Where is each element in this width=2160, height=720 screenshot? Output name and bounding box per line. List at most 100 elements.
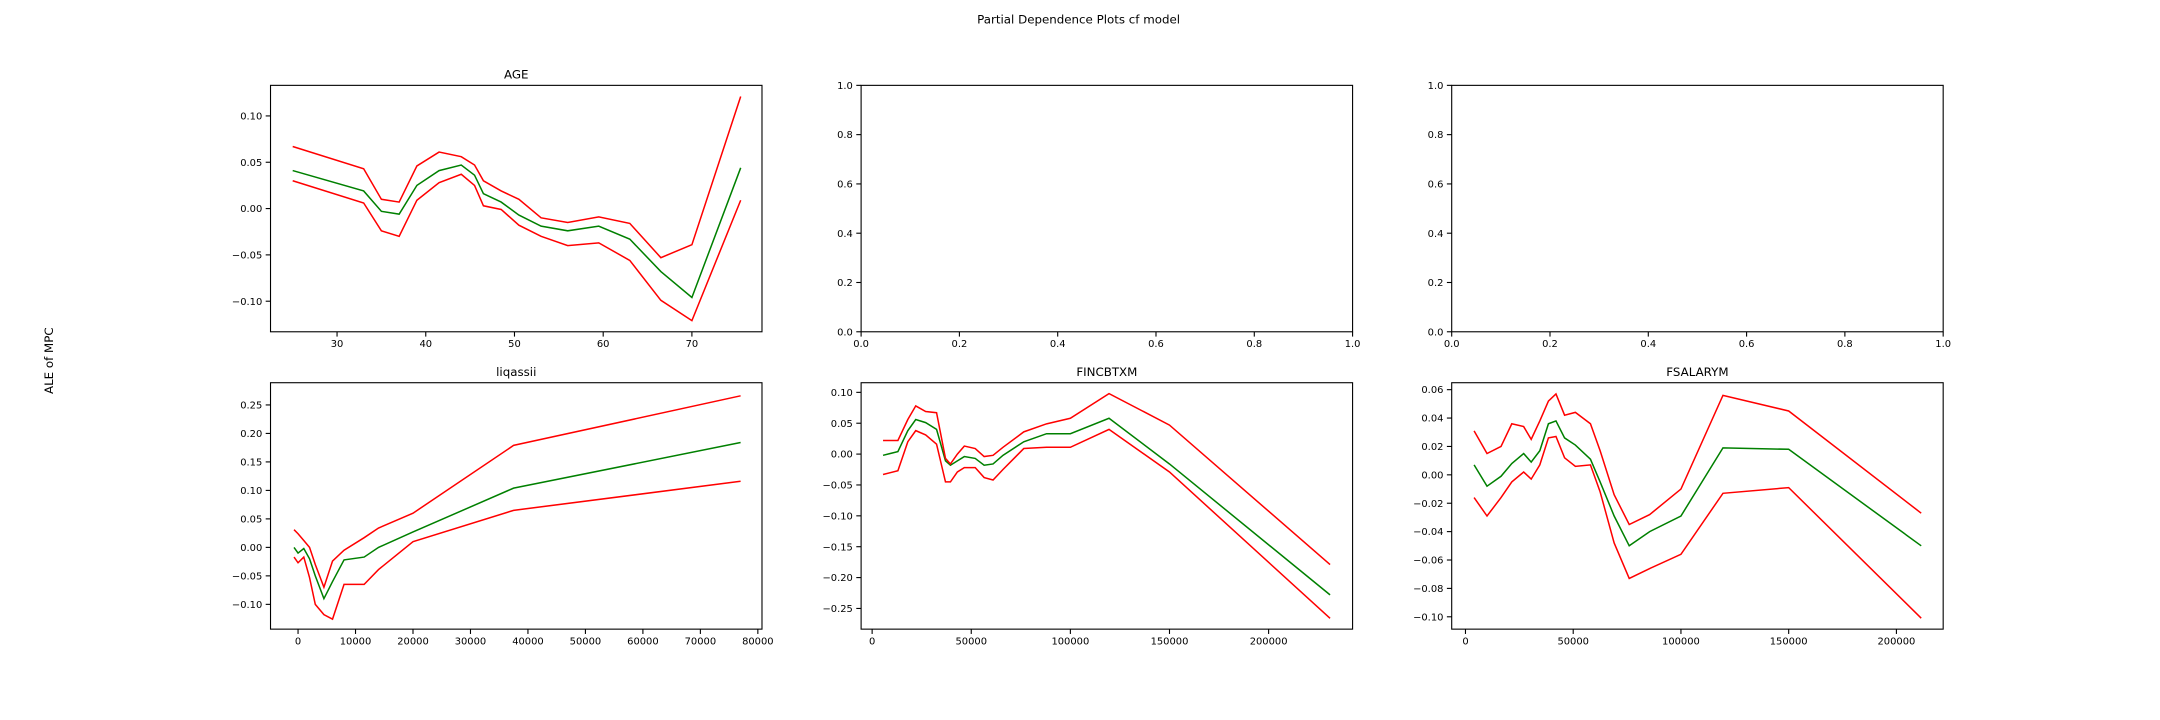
y-tick-label: 0.00 bbox=[240, 543, 262, 554]
y-tick-label: −0.15 bbox=[822, 542, 852, 553]
y-tick-label: −0.05 bbox=[232, 250, 262, 261]
y-tick-label: −0.10 bbox=[822, 511, 852, 522]
figure-title: Partial Dependence Plots cf model bbox=[977, 12, 1180, 26]
x-tick-label: 200000 bbox=[1250, 636, 1288, 647]
y-axis-label: ALE of MPC bbox=[42, 327, 56, 394]
y-tick-label: 0.0 bbox=[1428, 327, 1444, 338]
y-tick-label: 0.20 bbox=[240, 429, 262, 440]
line-series bbox=[882, 428, 1331, 619]
y-tick-label: −0.02 bbox=[1413, 499, 1443, 510]
line-series bbox=[882, 417, 1331, 596]
y-tick-label: 0.10 bbox=[831, 388, 853, 399]
y-tick-label: 0.2 bbox=[837, 278, 853, 289]
subplot: 0.0 0.2 0.4 0.6 0.8 1.0 0.0 0.2 0.4 0.6 0.8 1.0 bbox=[1428, 81, 1951, 350]
subplot: 0 50000 100000 150000 200000 0.06 0.04 0.02 0.00… bbox=[1413, 365, 1944, 647]
x-tick-label: 0.4 bbox=[1640, 339, 1656, 350]
x-tick-label: 60 bbox=[597, 339, 610, 350]
line-series bbox=[1473, 392, 1922, 526]
x-tick-label: 50000 bbox=[955, 636, 987, 647]
y-tick-label: 0.10 bbox=[240, 486, 262, 497]
subplot-title: liqassii bbox=[496, 365, 536, 379]
y-tick-label: −0.25 bbox=[822, 604, 852, 615]
subplot-title: FSALARYM bbox=[1666, 365, 1728, 379]
y-tick-label: 0.8 bbox=[837, 130, 853, 141]
x-tick-label: 0 bbox=[295, 636, 301, 647]
y-tick-label: 0.00 bbox=[240, 204, 262, 215]
plot-area bbox=[1473, 392, 1922, 619]
y-tick-label: 0.05 bbox=[240, 514, 262, 525]
line-series bbox=[293, 480, 741, 621]
y-tick-label: −0.08 bbox=[1413, 584, 1443, 595]
x-tick-label: 1.0 bbox=[1345, 339, 1361, 350]
x-tick-label: 0.0 bbox=[853, 339, 869, 350]
x-tick-label: 1.0 bbox=[1935, 339, 1951, 350]
y-tick-label: 1.0 bbox=[1428, 81, 1444, 92]
axes-frame bbox=[1451, 84, 1944, 333]
y-tick-label: −0.10 bbox=[1413, 612, 1443, 623]
x-tick-label: 10000 bbox=[340, 636, 372, 647]
y-tick-label: 0.04 bbox=[1421, 414, 1443, 425]
y-tick-label: 0.06 bbox=[1421, 385, 1443, 396]
x-tick-label: 150000 bbox=[1151, 636, 1189, 647]
x-tick-label: 0.4 bbox=[1050, 339, 1066, 350]
y-tick-label: 0.4 bbox=[1428, 229, 1444, 240]
x-tick-label: 0.0 bbox=[1444, 339, 1460, 350]
y-tick-label: −0.10 bbox=[232, 297, 262, 308]
y-tick-label: −0.06 bbox=[1413, 556, 1443, 567]
plot-area bbox=[882, 392, 1331, 619]
axes-frame bbox=[1451, 382, 1944, 630]
line-series bbox=[293, 395, 741, 590]
x-tick-label: 200000 bbox=[1878, 636, 1916, 647]
plot-area bbox=[293, 395, 741, 621]
line-series bbox=[883, 392, 1331, 566]
x-tick-label: 0.2 bbox=[1542, 339, 1558, 350]
y-tick-label: −0.10 bbox=[232, 600, 262, 611]
x-tick-label: 80000 bbox=[742, 636, 774, 647]
x-tick-label: 100000 bbox=[1051, 636, 1089, 647]
axes-frame bbox=[860, 382, 1354, 630]
line-series bbox=[292, 173, 742, 322]
y-tick-label: 0.05 bbox=[831, 419, 853, 430]
subplot: 0.0 0.2 0.4 0.6 0.8 1.0 0.0 0.2 0.4 0.6 0.8 1.0 bbox=[837, 81, 1360, 350]
line-series bbox=[292, 96, 742, 259]
x-tick-label: 0.6 bbox=[1148, 339, 1164, 350]
x-tick-label: 0.2 bbox=[952, 339, 968, 350]
line-series bbox=[1473, 435, 1922, 619]
x-tick-label: 50000 bbox=[1557, 636, 1589, 647]
x-tick-label: 50 bbox=[508, 339, 521, 350]
subplot: 30 40 50 60 70 0.10 0.05 0.00 −0.05 −0.10 AGE bbox=[232, 67, 763, 350]
subplot: 0 10000 20000 30000 40000 50000 60000 70000 8000… bbox=[232, 365, 774, 647]
y-tick-label: 0.15 bbox=[240, 457, 262, 468]
y-tick-label: 0.6 bbox=[1428, 180, 1444, 191]
axes-frame bbox=[860, 84, 1354, 333]
axes-frame bbox=[269, 84, 763, 333]
y-tick-label: 0.0 bbox=[837, 327, 853, 338]
x-tick-label: 70000 bbox=[685, 636, 717, 647]
y-tick-label: −0.05 bbox=[232, 571, 262, 582]
line-series bbox=[292, 164, 742, 299]
x-tick-label: 40000 bbox=[512, 636, 544, 647]
x-tick-label: 40 bbox=[419, 339, 432, 350]
subplot-title: FINCBTXM bbox=[1076, 365, 1137, 379]
x-tick-label: 100000 bbox=[1662, 636, 1700, 647]
axes-frame bbox=[269, 382, 763, 630]
x-tick-label: 0.8 bbox=[1837, 339, 1853, 350]
y-tick-label: 0.2 bbox=[1428, 278, 1444, 289]
x-tick-label: 20000 bbox=[397, 636, 429, 647]
x-tick-label: 70 bbox=[686, 339, 699, 350]
x-tick-label: 0.8 bbox=[1246, 339, 1262, 350]
y-tick-label: 0.4 bbox=[837, 229, 853, 240]
x-tick-label: 150000 bbox=[1770, 636, 1808, 647]
y-tick-label: 0.10 bbox=[240, 112, 262, 123]
x-tick-label: 60000 bbox=[627, 636, 659, 647]
y-tick-label: −0.20 bbox=[822, 573, 852, 584]
y-tick-label: 1.0 bbox=[837, 81, 853, 92]
x-tick-label: 30000 bbox=[455, 636, 487, 647]
x-tick-label: 30 bbox=[331, 339, 344, 350]
y-tick-label: 0.05 bbox=[240, 158, 262, 169]
x-tick-label: 0.6 bbox=[1739, 339, 1755, 350]
subplot: 0 50000 100000 150000 200000 0.10 0.05 0.00 −0.0… bbox=[822, 365, 1354, 647]
